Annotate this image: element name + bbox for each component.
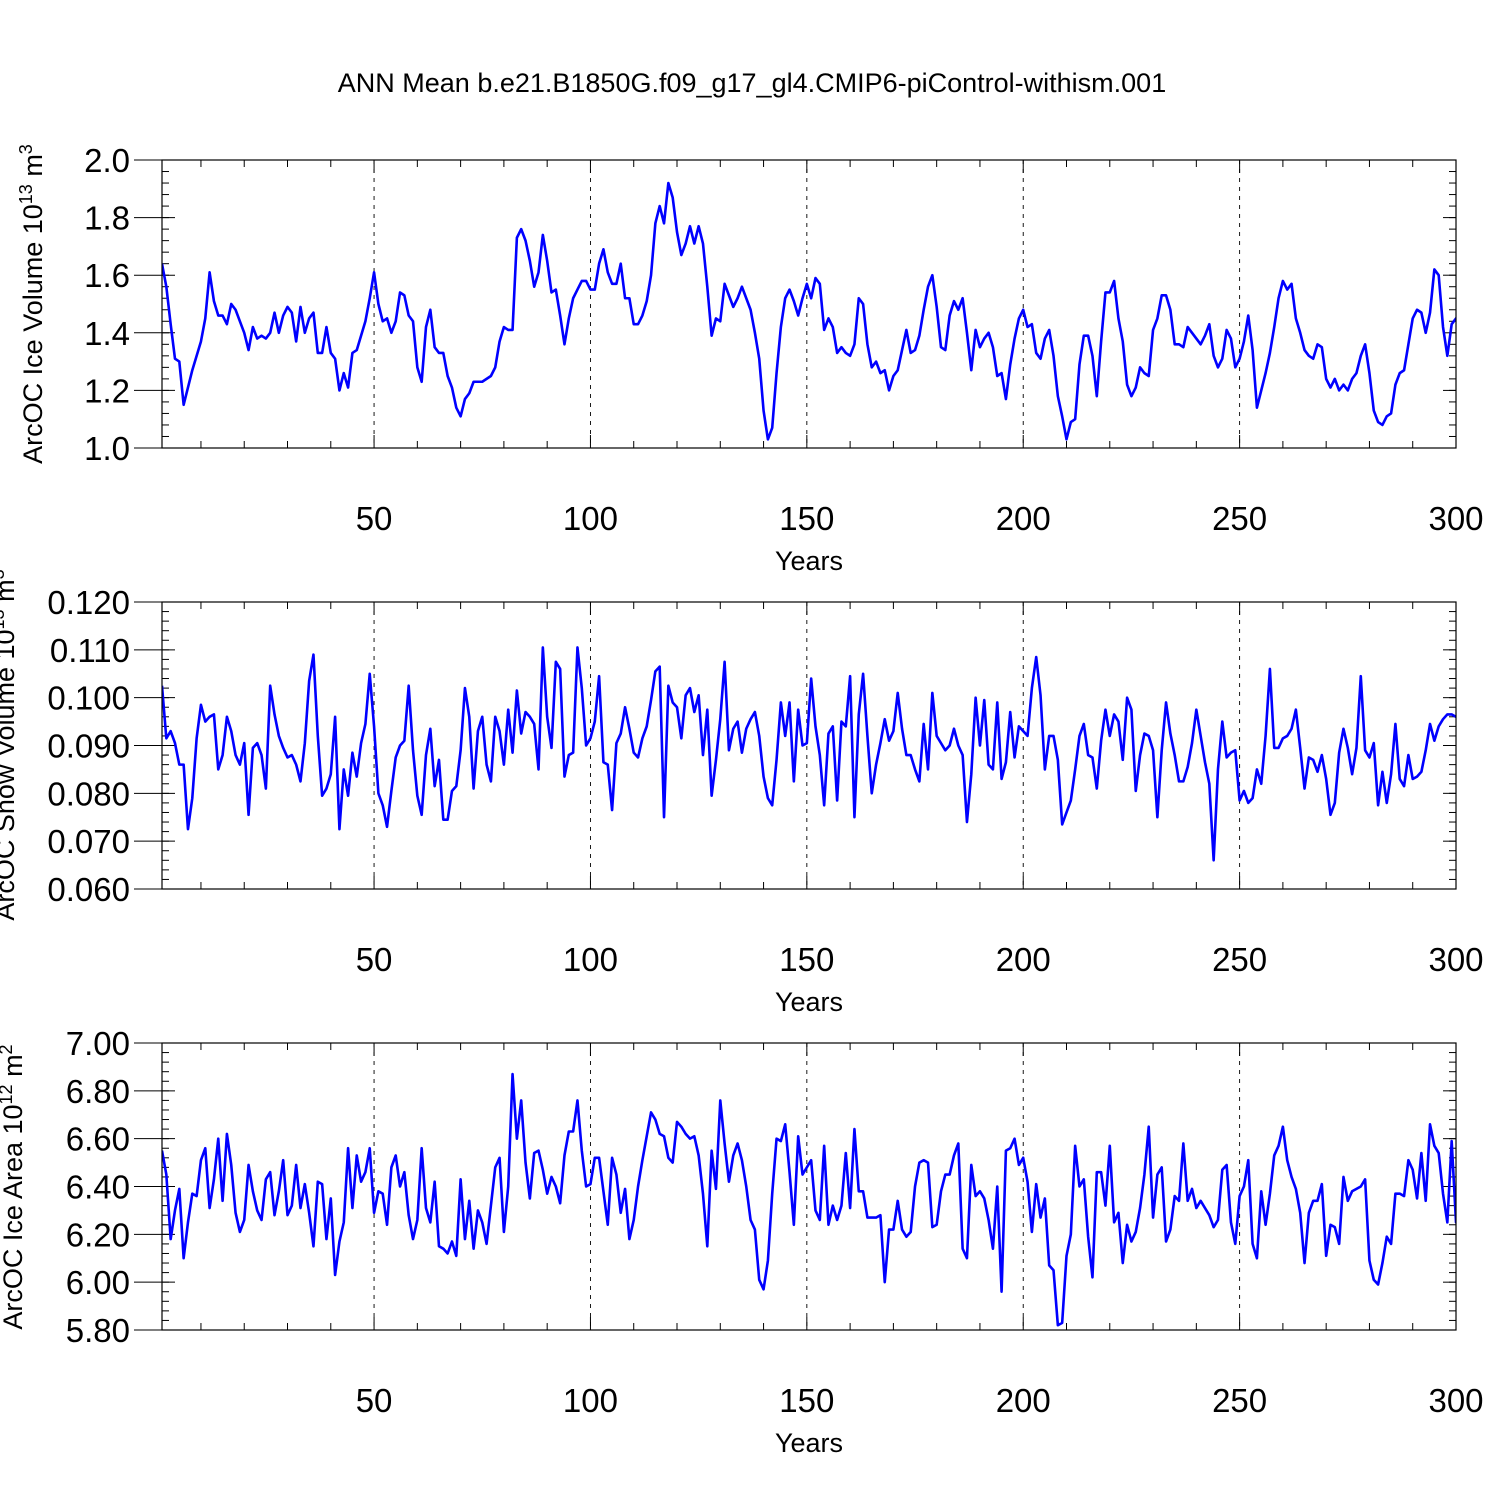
series-layer — [162, 1072, 1456, 1327]
panel-ice-volume: 50 100 150 200 250 300 1.0 1.2 1.4 1.6 1.8 2.0 ArcO… — [16, 142, 1484, 576]
plot-frame — [161, 601, 1457, 890]
y-axis-label: ArcOC Ice Volume 1013 m3 — [16, 144, 48, 464]
y-tick-label: 0.060 — [47, 871, 130, 908]
y-tick-label: 5.80 — [66, 1312, 130, 1349]
y-tick-label: 0.070 — [47, 823, 130, 860]
x-tick-label: 150 — [779, 941, 834, 978]
axis-ticks: 50 100 150 200 250 300 5.80 6.00 6.20 6.40 6.60 6.8… — [66, 1025, 1484, 1419]
y-axis-label: ArcOC Ice Area 1012 m2 — [0, 1044, 28, 1329]
x-tick-label: 50 — [356, 1382, 393, 1419]
y-tick-label: 2.0 — [84, 142, 130, 179]
series-line-ice-volume — [162, 181, 1456, 441]
y-tick-label: 6.80 — [66, 1073, 130, 1110]
grid-lines — [373, 1043, 1241, 1330]
x-tick-label: 150 — [779, 500, 834, 537]
figure-title: ANN Mean b.e21.B1850G.f09_g17_gl4.CMIP6-… — [338, 68, 1166, 98]
y-tick-label: 0.120 — [47, 584, 130, 621]
plot-frame — [161, 1042, 1457, 1331]
y-tick-label: 0.100 — [47, 680, 130, 717]
y-tick-label: 1.6 — [84, 257, 130, 294]
x-tick-label: 100 — [563, 941, 618, 978]
y-axis-label: ArcOC Snow Volume 1013 m3 — [0, 569, 20, 920]
y-tick-label: 6.00 — [66, 1264, 130, 1301]
x-tick-label: 50 — [356, 500, 393, 537]
x-tick-label: 300 — [1428, 500, 1483, 537]
series-layer — [162, 646, 1456, 862]
x-axis-label: Years — [775, 1428, 843, 1458]
y-tick-label: 7.00 — [66, 1025, 130, 1062]
svg-text:ArcOC Snow Volume 1013 m3: ArcOC Snow Volume 1013 m3 — [0, 569, 20, 920]
plot-frame — [161, 159, 1457, 449]
y-tick-label: 1.4 — [84, 315, 130, 352]
y-tick-label: 1.8 — [84, 200, 130, 237]
panel-ice-area: 50 100 150 200 250 300 5.80 6.00 6.20 6.40 6.60 6.8… — [0, 1025, 1484, 1458]
x-tick-label: 100 — [563, 1382, 618, 1419]
svg-text:ArcOC Ice Area 1012 m2: ArcOC Ice Area 1012 m2 — [0, 1044, 28, 1329]
panel-snow-volume: 50 100 150 200 250 300 0.060 0.070 0.080 0.090 0.1… — [0, 569, 1484, 1017]
x-tick-label: 150 — [779, 1382, 834, 1419]
y-tick-label: 1.2 — [84, 372, 130, 409]
y-tick-label: 6.60 — [66, 1121, 130, 1158]
series-line-ice-area — [162, 1072, 1456, 1327]
series-line-snow-volume — [162, 646, 1456, 862]
x-tick-label: 200 — [996, 941, 1051, 978]
grid-lines — [373, 160, 1241, 448]
axis-ticks: 50 100 150 200 250 300 1.0 1.2 1.4 1.6 1.8 2.0 — [84, 142, 1483, 537]
x-tick-label: 200 — [996, 1382, 1051, 1419]
x-tick-label: 250 — [1212, 1382, 1267, 1419]
y-tick-label: 6.20 — [66, 1216, 130, 1253]
y-tick-label: 0.080 — [47, 775, 130, 812]
x-tick-label: 200 — [996, 500, 1051, 537]
y-tick-label: 0.090 — [47, 728, 130, 765]
axis-ticks: 50 100 150 200 250 300 0.060 0.070 0.080 0.090 0.1… — [47, 584, 1483, 978]
y-tick-label: 1.0 — [84, 430, 130, 467]
x-axis-label: Years — [775, 546, 843, 576]
x-tick-label: 300 — [1428, 941, 1483, 978]
x-tick-label: 250 — [1212, 941, 1267, 978]
x-tick-label: 50 — [356, 941, 393, 978]
grid-lines — [373, 602, 1241, 889]
y-tick-label: 6.40 — [66, 1169, 130, 1206]
series-layer — [162, 181, 1456, 441]
x-tick-label: 100 — [563, 500, 618, 537]
x-axis-label: Years — [775, 987, 843, 1017]
x-tick-label: 300 — [1428, 1382, 1483, 1419]
x-tick-label: 250 — [1212, 500, 1267, 537]
y-tick-label: 0.110 — [50, 632, 130, 669]
svg-text:ArcOC Ice Volume 1013 m3: ArcOC Ice Volume 1013 m3 — [16, 144, 48, 464]
